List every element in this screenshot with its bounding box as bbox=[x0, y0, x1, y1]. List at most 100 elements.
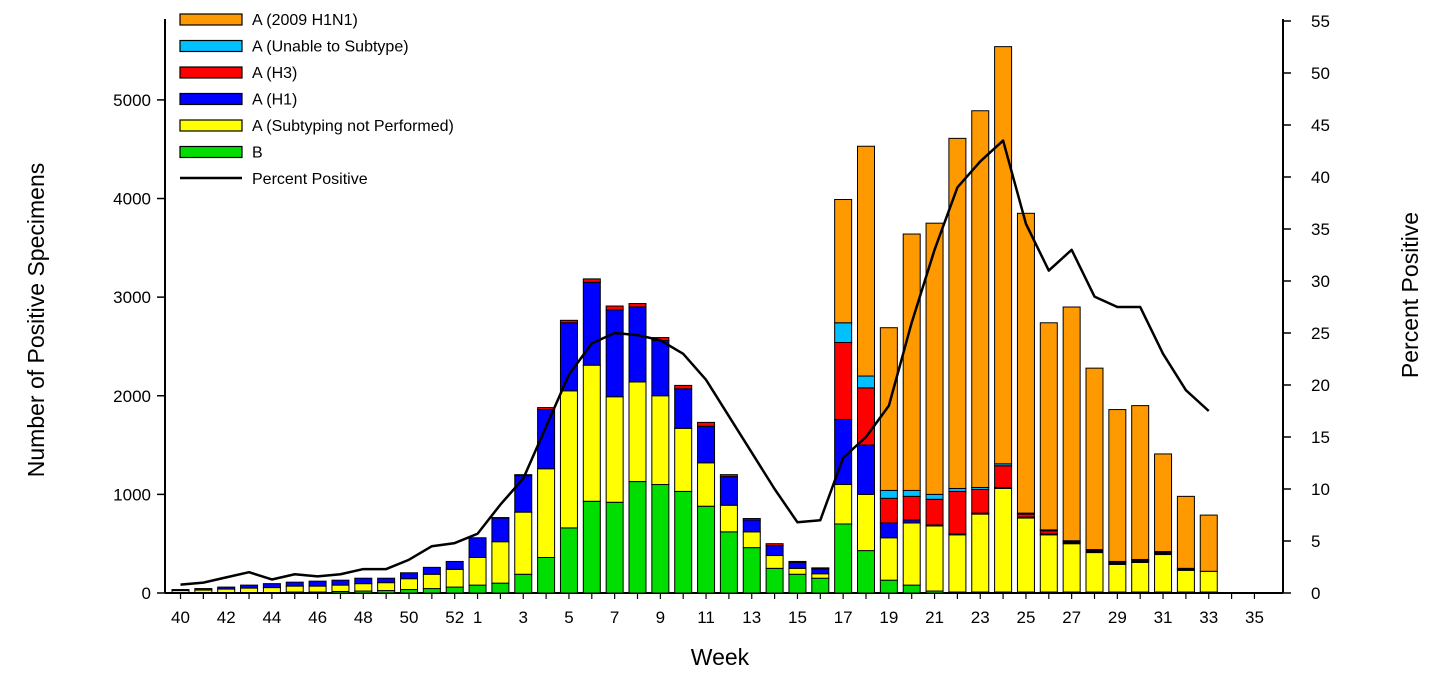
bar-segment bbox=[697, 421, 716, 427]
bar-segment bbox=[1016, 212, 1035, 514]
bar-segment bbox=[377, 582, 396, 592]
y-tick-label: 3000 bbox=[113, 288, 151, 307]
x-tick-label: 40 bbox=[171, 608, 190, 627]
bar-segment bbox=[811, 573, 830, 579]
y2-tick-label: 30 bbox=[1311, 272, 1330, 291]
bar-segment bbox=[331, 579, 350, 586]
bar-segment bbox=[1108, 409, 1127, 562]
bar-segment bbox=[514, 475, 533, 513]
legend: A (2009 H1N1) A (Unable to Subtype) A (H3)… bbox=[179, 12, 454, 188]
bar-segment bbox=[1199, 570, 1218, 593]
y-tick-label: 5000 bbox=[113, 91, 151, 110]
y2-tick-label: 5 bbox=[1311, 532, 1320, 551]
bar-segment bbox=[697, 425, 716, 464]
bar-segment bbox=[925, 222, 944, 495]
bar-segment bbox=[834, 199, 853, 324]
bar-segment bbox=[445, 568, 464, 588]
y2-tick-label: 20 bbox=[1311, 376, 1330, 395]
bar-segment bbox=[765, 555, 784, 569]
bar-segment bbox=[1085, 552, 1104, 593]
legend-label: Percent Positive bbox=[252, 171, 368, 188]
bar-segment bbox=[240, 587, 259, 594]
bar-segment bbox=[651, 395, 670, 486]
bar-segment bbox=[902, 233, 921, 491]
bar-segment bbox=[971, 513, 990, 593]
line-group bbox=[180, 139, 1210, 586]
bar-segment bbox=[354, 577, 373, 585]
legend-swatch bbox=[179, 119, 243, 132]
bar-segment bbox=[902, 489, 921, 497]
bar-segment bbox=[1176, 495, 1195, 569]
bar-segment bbox=[1108, 563, 1127, 593]
bar-segment bbox=[537, 407, 556, 411]
bar-segment bbox=[559, 319, 578, 324]
bar-segment bbox=[605, 305, 624, 311]
bar-segment bbox=[834, 342, 853, 420]
bar-segment bbox=[194, 588, 213, 591]
bar-segment bbox=[765, 567, 784, 594]
bar-segment bbox=[719, 531, 738, 594]
x-tick-label: 3 bbox=[519, 608, 528, 627]
bar-segment bbox=[582, 364, 601, 502]
bar-segment bbox=[879, 522, 898, 539]
bar-segment bbox=[879, 497, 898, 524]
x-tick-label: 27 bbox=[1062, 608, 1081, 627]
bar-segment bbox=[879, 489, 898, 499]
bar-segment bbox=[948, 534, 967, 593]
bar-segment bbox=[834, 484, 853, 525]
bar-segment bbox=[925, 525, 944, 592]
x-tick-label: 9 bbox=[656, 608, 665, 627]
bar-segment bbox=[400, 589, 418, 594]
x-tick-label: 1 bbox=[473, 608, 482, 627]
bar-segment bbox=[902, 522, 921, 586]
x-tick-label: 35 bbox=[1245, 608, 1264, 627]
bar-segment bbox=[788, 561, 807, 569]
bar-segment bbox=[422, 566, 441, 575]
x-tick-label: 42 bbox=[217, 608, 236, 627]
y2-tick-label: 40 bbox=[1311, 168, 1330, 187]
bar-segment bbox=[605, 309, 624, 398]
y-tick-label: 4000 bbox=[113, 190, 151, 209]
bar-segment bbox=[788, 567, 807, 575]
x-axis-title: Week bbox=[691, 644, 750, 670]
bar-segment bbox=[1131, 561, 1150, 593]
bar-segment bbox=[674, 384, 693, 390]
x-tick-label: 13 bbox=[742, 608, 761, 627]
bar-segment bbox=[1085, 367, 1104, 551]
bar-segment bbox=[1062, 306, 1081, 542]
bar-segment bbox=[994, 487, 1013, 593]
x-tick-label: 11 bbox=[697, 608, 715, 627]
bar-segment bbox=[354, 583, 373, 592]
legend-label: B bbox=[252, 145, 263, 162]
bar-segment bbox=[285, 585, 304, 593]
bar-segment bbox=[582, 500, 601, 594]
bar-segment bbox=[674, 490, 693, 594]
legend-swatch bbox=[179, 145, 243, 159]
x-tick-label: 25 bbox=[1016, 608, 1035, 627]
y2-tick-label: 15 bbox=[1311, 428, 1330, 447]
bar-segment bbox=[628, 481, 647, 594]
bar-segment bbox=[719, 504, 738, 533]
bar-segment bbox=[1154, 453, 1173, 553]
bar-segment bbox=[308, 585, 327, 593]
x-tick-label: 52 bbox=[445, 608, 464, 627]
bar-segment bbox=[697, 462, 716, 507]
bar-segment bbox=[468, 584, 487, 594]
bar-segment bbox=[834, 322, 853, 344]
bar-segment bbox=[788, 573, 807, 594]
bar-segment bbox=[742, 519, 761, 533]
y2-tick-label: 10 bbox=[1311, 480, 1330, 499]
bar-segment bbox=[719, 474, 738, 478]
bar-segment bbox=[445, 560, 464, 570]
x-tick-label: 7 bbox=[610, 608, 619, 627]
bar-segment bbox=[811, 577, 830, 594]
bar-segment bbox=[285, 581, 304, 587]
bar-segment bbox=[217, 588, 236, 594]
bar-segment bbox=[857, 145, 875, 377]
bar-segment bbox=[765, 543, 784, 547]
bar-segment bbox=[491, 517, 510, 519]
bar-segment bbox=[719, 476, 738, 506]
legend-swatch bbox=[179, 66, 243, 79]
bar-segment bbox=[400, 578, 418, 591]
